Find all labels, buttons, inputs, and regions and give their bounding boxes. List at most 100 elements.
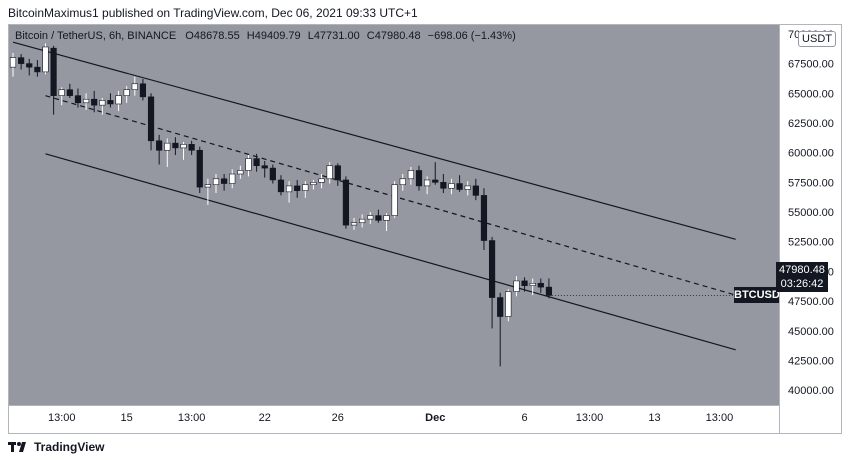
- price-tick-label: 52500.00: [788, 237, 834, 249]
- candle-body: [302, 184, 309, 191]
- low-label: L: [307, 30, 314, 42]
- candle-body: [285, 185, 293, 193]
- plot-area[interactable]: Bitcoin / TetherUS, 6h, BINANCE O48678.5…: [9, 25, 779, 405]
- time-tick-label: Dec: [425, 412, 445, 424]
- footer-brand[interactable]: TradingView: [34, 440, 105, 454]
- time-tick-label: 6: [521, 412, 527, 424]
- candle-body: [367, 215, 374, 220]
- candle-body: [18, 57, 25, 64]
- candle-body: [115, 95, 122, 105]
- price-tick-label: 60000.00: [788, 148, 834, 160]
- last-price-value: 47980.48: [779, 264, 825, 276]
- candle-body: [196, 149, 203, 188]
- price-tick-label: 42500.00: [788, 355, 834, 367]
- candle-body: [464, 185, 471, 190]
- candle-body: [188, 144, 195, 151]
- candle-body: [261, 165, 268, 169]
- price-scale[interactable]: 40000.0042500.0045000.0047500.0050000.00…: [779, 25, 841, 433]
- open-label: O: [185, 30, 194, 42]
- candle-body: [74, 95, 82, 104]
- candle-body: [82, 98, 90, 104]
- candle-body: [123, 89, 130, 96]
- candle-body: [480, 195, 488, 241]
- time-scale[interactable]: 13:00 15 13:00 22 26 Dec 6 13:00 13 13:00: [9, 405, 779, 433]
- ohlc-legend: Bitcoin / TetherUS, 6h, BINANCE O48678.5…: [15, 30, 516, 42]
- price-tick-label: 47500.00: [788, 296, 834, 308]
- time-tick-label: 13:00: [576, 412, 604, 424]
- low-value: 47731.00: [313, 30, 360, 42]
- candle-body: [326, 165, 333, 180]
- candle-body: [277, 179, 285, 193]
- candle-body: [545, 286, 553, 296]
- candle-body: [269, 167, 276, 181]
- open-value: 48678.55: [193, 30, 240, 42]
- price-tick-label: 62500.00: [788, 118, 834, 130]
- candle-body: [229, 173, 236, 184]
- last-price-box: 47980.48 03:26:42: [776, 262, 828, 292]
- footer: TradingView: [8, 438, 104, 456]
- publisher-line: BitcoinMaximus1 published on TradingView…: [8, 6, 418, 20]
- time-tick-label: 13:00: [706, 412, 734, 424]
- time-tick-label: 13:00: [178, 412, 206, 424]
- candle-body: [432, 179, 439, 183]
- candle-body: [488, 240, 496, 298]
- candle-body: [415, 170, 423, 187]
- candle-body: [204, 184, 211, 188]
- candle-body: [221, 178, 228, 184]
- symbol-title[interactable]: Bitcoin / TetherUS, 6h, BINANCE: [15, 30, 177, 42]
- candle-body: [245, 158, 252, 171]
- time-tick-label: 22: [259, 412, 271, 424]
- candle-body: [42, 46, 49, 73]
- tradingview-logo-icon: [8, 442, 26, 452]
- currency-badge[interactable]: USDT: [798, 31, 836, 47]
- candle-body: [424, 179, 431, 187]
- candle-body: [34, 66, 41, 73]
- candle-body: [164, 142, 171, 151]
- candle-body: [172, 142, 179, 149]
- candle-body: [131, 83, 138, 91]
- candle-body: [350, 222, 358, 226]
- time-tick-label: 13: [648, 412, 660, 424]
- channel-upper-line: [12, 41, 736, 240]
- symbol-price-tag: BTCUSDT: [734, 287, 779, 303]
- candle-body: [505, 291, 512, 317]
- candle-body: [253, 158, 260, 167]
- time-tick-label: 15: [121, 412, 133, 424]
- candle-body: [66, 89, 73, 96]
- candle-body: [521, 280, 528, 286]
- high-value: 49409.79: [254, 30, 301, 42]
- high-label: H: [246, 30, 255, 42]
- price-tick-label: 57500.00: [788, 177, 834, 189]
- price-tick-label: 55000.00: [788, 207, 834, 219]
- price-axis: 40000.0042500.0045000.0047500.0050000.00…: [788, 29, 834, 397]
- candle-body: [383, 215, 390, 221]
- price-tick-label: 45000.00: [788, 326, 834, 338]
- candle-body: [180, 144, 187, 149]
- candlestick-chart[interactable]: [9, 25, 779, 405]
- candle-body: [448, 183, 455, 189]
- close-value: 47980.48: [374, 30, 421, 42]
- candle-body: [456, 183, 463, 190]
- time-tick-label: 13:00: [48, 412, 76, 424]
- channel-lower-line: [45, 153, 736, 351]
- candle-body: [212, 178, 220, 186]
- candle-body: [147, 96, 155, 142]
- chart-frame: Bitcoin / TetherUS, 6h, BINANCE O48678.5…: [8, 24, 842, 434]
- candle-body: [391, 184, 398, 216]
- channel-middle-line: [45, 95, 736, 296]
- candle-body: [334, 165, 341, 181]
- candle-body: [375, 215, 382, 221]
- candle-body: [58, 89, 65, 96]
- price-tick-label: 67500.00: [788, 59, 834, 71]
- candle-body: [156, 140, 163, 151]
- candle-body: [99, 100, 106, 106]
- bar-countdown: 03:26:42: [780, 278, 824, 290]
- candle-body: [497, 297, 504, 317]
- close-label: C: [366, 30, 375, 42]
- candle-body: [26, 63, 33, 68]
- candle-body: [440, 182, 447, 189]
- candle-body: [50, 47, 57, 96]
- candle-body: [91, 98, 98, 106]
- candle-body: [107, 100, 114, 105]
- candle-body: [310, 182, 317, 186]
